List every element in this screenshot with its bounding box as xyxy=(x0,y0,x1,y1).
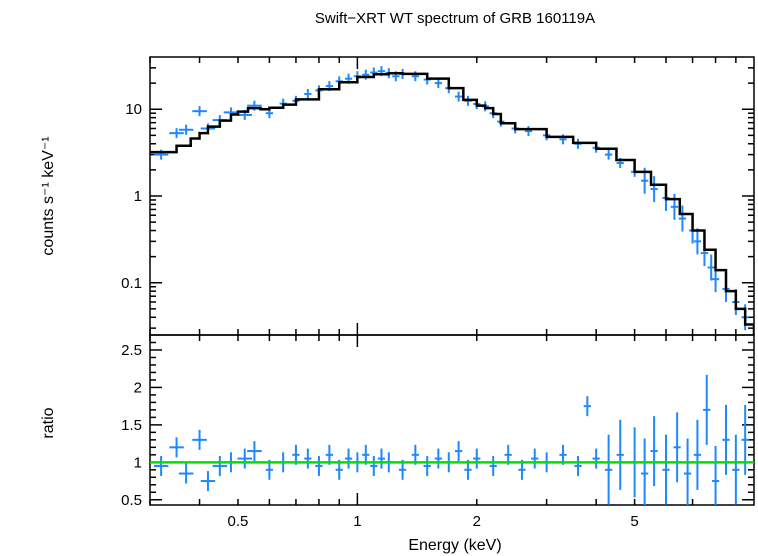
ratio-data-point xyxy=(315,456,323,477)
ratio-data-point xyxy=(192,429,207,450)
ratio-data-point xyxy=(344,448,353,469)
ratio-data-point xyxy=(583,396,591,417)
spectrum-data-point xyxy=(524,126,533,137)
spectrum-data-point xyxy=(678,205,687,232)
x-tick-label: 5 xyxy=(630,513,638,530)
spectrum-data-point xyxy=(670,193,679,220)
ratio-data-point xyxy=(683,438,692,505)
ratio-data-point xyxy=(605,434,613,505)
ratio-data-point xyxy=(212,456,228,477)
ratio-panel: 0.5 1 2 5 0.5 1 1.5 2 2.5 xyxy=(121,334,755,530)
model-line xyxy=(150,71,754,335)
ratio-data-point xyxy=(247,441,262,462)
spectrum-data-point xyxy=(605,149,613,160)
spectrum-data-point xyxy=(169,128,184,139)
ratio-data-point xyxy=(434,448,442,469)
chart-title: Swift−XRT WT spectrum of GRB 160119A xyxy=(315,10,595,27)
ratio-data-point xyxy=(370,456,378,477)
x-tick-label: 0.5 xyxy=(228,513,249,530)
x-axis-label: Energy (keV) xyxy=(408,537,501,554)
y-tick-label: 1 xyxy=(134,188,142,205)
ratio-data-point xyxy=(732,434,740,505)
ratio-data-point xyxy=(641,438,649,505)
y-tick-label: 1 xyxy=(134,454,142,471)
ratio-data-series xyxy=(153,374,749,505)
spectrum-data-point xyxy=(707,254,715,281)
ratio-data-point xyxy=(574,456,582,477)
y-tick-label: 1.5 xyxy=(121,417,142,434)
spectrum-data-point xyxy=(304,88,312,99)
spectrum-data-point xyxy=(178,124,194,135)
ratio-data-point xyxy=(423,456,431,477)
ratio-data-point xyxy=(711,446,720,505)
ratio-data-point xyxy=(178,463,194,484)
y-tick-label: 0.5 xyxy=(121,492,142,509)
ratio-data-point xyxy=(237,448,252,469)
ratio-data-point xyxy=(169,437,184,458)
ratio-data-point xyxy=(304,448,312,469)
spectrum-frame xyxy=(149,56,755,336)
ratio-data-point xyxy=(455,441,463,462)
x-tick-label: 1 xyxy=(353,513,361,530)
spectrum-data-series xyxy=(153,66,749,331)
ratio-data-point xyxy=(673,412,681,483)
ratio-data-point xyxy=(489,456,497,477)
ratio-data-point xyxy=(200,471,216,492)
spectrum-data-point xyxy=(192,106,207,117)
y-tick-label: 2.5 xyxy=(121,342,142,359)
ratio-data-point xyxy=(473,448,481,469)
ratio-data-point xyxy=(153,456,169,477)
spectrum-y-axis-label: counts s⁻¹ keV⁻¹ xyxy=(40,136,57,255)
ratio-data-point xyxy=(592,448,600,469)
ratio-data-point xyxy=(616,419,624,490)
spectrum-panel: 0.1 1 10 xyxy=(121,56,755,336)
y-tick-label: 2 xyxy=(134,379,142,396)
ratio-data-point xyxy=(650,416,658,487)
ratio-data-point xyxy=(693,419,702,490)
ratio-data-point xyxy=(722,404,730,475)
ratio-data-point xyxy=(531,448,539,469)
y-tick-label: 10 xyxy=(125,101,142,118)
ratio-data-point xyxy=(377,448,386,469)
ratio-data-point xyxy=(741,404,749,475)
spectrum-data-point xyxy=(650,176,658,203)
spectrum-data-point xyxy=(693,228,702,255)
spectrum-data-point xyxy=(455,91,463,102)
y-tick-label: 0.1 xyxy=(121,275,142,292)
ratio-frame xyxy=(149,334,755,506)
ratio-data-point xyxy=(703,374,711,445)
ratio-y-axis-label: ratio xyxy=(40,407,57,438)
x-tick-label: 2 xyxy=(473,513,481,530)
ratio-data-point xyxy=(662,434,670,505)
